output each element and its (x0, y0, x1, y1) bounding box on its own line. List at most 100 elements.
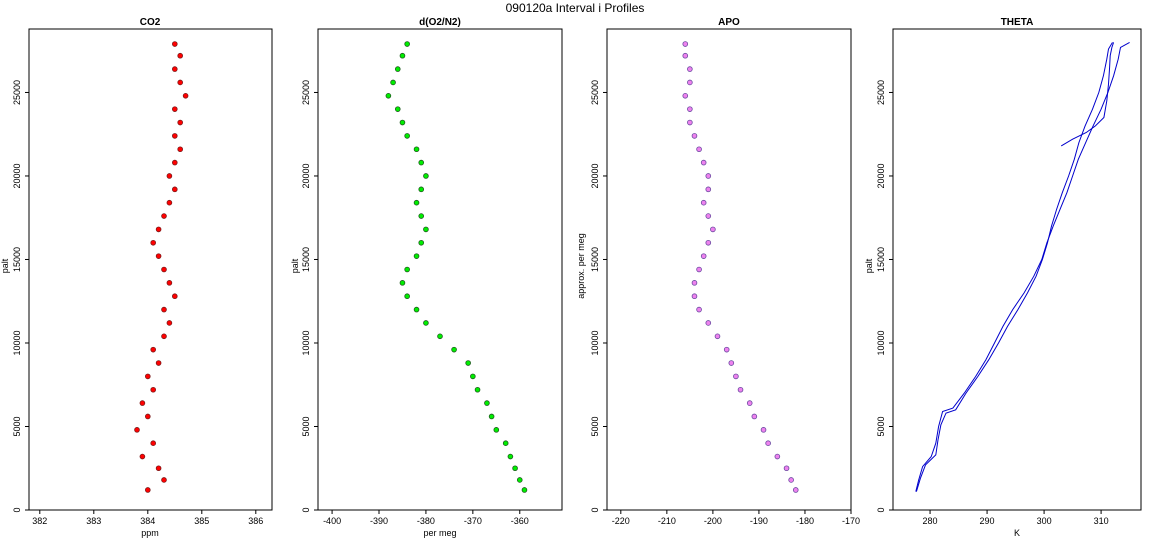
do2n2-x-tick-label: -400 (323, 516, 341, 526)
panel-co2: CO2 ppm palt 382 383 384 385 386 0 5000 10000 1… (0, 17, 273, 538)
apo-data-point (737, 386, 744, 393)
apo-data-point (705, 213, 712, 219)
do2n2-data-point (493, 427, 500, 433)
apo-y-tick-label: 25000 (590, 80, 600, 105)
apo-data-point (705, 186, 712, 193)
apo-y-tick-label: 10000 (590, 330, 600, 355)
apo-data-point (700, 159, 707, 166)
apo-data-point (705, 320, 712, 326)
co2-data-point (182, 93, 189, 99)
co2-data-point (161, 333, 167, 340)
do2n2-data-point (404, 293, 410, 300)
theta-lines (915, 41, 1130, 492)
do2n2-data-point (521, 487, 528, 493)
do2n2-y-tick-label: 20000 (301, 163, 311, 188)
co2-data-point (172, 186, 178, 193)
apo-data-point (687, 66, 693, 72)
apo-data-point (733, 373, 739, 380)
apo-data-point (696, 146, 702, 153)
do2n2-data-point (470, 373, 476, 380)
co2-points (134, 41, 189, 493)
co2-data-point (177, 146, 184, 153)
theta-profile-line-3 (1060, 42, 1115, 147)
do2n2-points (385, 41, 528, 493)
co2-data-point (150, 386, 157, 393)
do2n2-panel-title: d(O2/N2) (419, 17, 461, 28)
do2n2-y-tick-label: 15000 (301, 247, 311, 272)
co2-data-point (145, 413, 151, 420)
theta-plot-frame (892, 28, 1142, 511)
do2n2-data-point (465, 360, 471, 366)
theta-profile-line-2 (915, 42, 1113, 492)
apo-y-tick-label: 0 (590, 507, 600, 512)
co2-plot-frame (28, 28, 273, 511)
apo-data-point (687, 119, 693, 126)
do2n2-y-tick-label: 0 (301, 507, 311, 512)
apo-data-point (746, 400, 753, 406)
theta-x-tick-label: 300 (1037, 516, 1052, 526)
apo-data-point (774, 453, 781, 460)
do2n2-data-point (394, 66, 401, 72)
theta-y-tick-label: 10000 (876, 330, 886, 355)
co2-data-point (139, 400, 146, 406)
co2-data-point (177, 119, 184, 126)
apo-data-point (792, 487, 799, 493)
figure-title: 090120a Interval i Profiles (506, 1, 645, 15)
apo-data-point (723, 346, 730, 353)
apo-data-point (691, 293, 698, 300)
theta-panel-title: THETA (1001, 17, 1034, 28)
co2-y-tick-label: 10000 (12, 330, 22, 355)
do2n2-data-point (418, 159, 425, 166)
do2n2-y-tick-label: 10000 (301, 330, 311, 355)
theta-y-tick-label: 15000 (876, 247, 886, 272)
apo-data-point (705, 173, 712, 179)
apo-y-ticks: 0 5000 10000 15000 20000 25000 (590, 80, 607, 513)
apo-data-point (751, 413, 758, 420)
co2-data-point (145, 487, 151, 493)
co2-y-tick-label: 0 (12, 507, 22, 512)
co2-data-point (155, 253, 162, 259)
co2-data-point (150, 239, 157, 246)
do2n2-y-ticks: 0 5000 10000 15000 20000 25000 (301, 80, 318, 513)
do2n2-data-point (413, 199, 420, 206)
co2-data-point (172, 159, 178, 166)
apo-x-tick-label: -220 (612, 516, 630, 526)
apo-points (682, 41, 799, 493)
co2-data-point (177, 52, 184, 59)
apo-data-point (700, 253, 707, 259)
co2-y-tick-label: 15000 (12, 247, 22, 272)
do2n2-data-point (423, 320, 429, 326)
do2n2-data-point (488, 413, 495, 420)
theta-x-tick-label: 280 (923, 516, 938, 526)
theta-y-ticks: 0 5000 10000 15000 20000 25000 (876, 80, 893, 513)
co2-data-point (172, 106, 178, 112)
co2-data-point (139, 453, 146, 460)
do2n2-data-point (512, 465, 518, 472)
do2n2-y-tick-label: 25000 (301, 80, 311, 105)
co2-data-point (166, 173, 173, 179)
do2n2-data-point (413, 306, 420, 313)
co2-data-point (177, 79, 184, 86)
co2-y-axis-label: palt (0, 258, 10, 273)
apo-data-point (691, 133, 698, 139)
theta-y-tick-label: 25000 (876, 80, 886, 105)
co2-data-point (161, 213, 167, 219)
do2n2-data-point (418, 213, 425, 219)
co2-data-point (155, 360, 162, 366)
apo-y-axis-label: approx. per meg (576, 233, 586, 299)
do2n2-data-point (404, 41, 410, 47)
co2-data-point (172, 293, 178, 300)
apo-y-tick-label: 15000 (590, 247, 600, 272)
do2n2-data-point (502, 440, 509, 446)
co2-y-ticks: 0 5000 10000 15000 20000 25000 (12, 80, 29, 513)
do2n2-data-point (507, 453, 514, 460)
do2n2-data-point (390, 79, 396, 86)
co2-x-tick-label: 385 (194, 516, 209, 526)
apo-data-point (714, 333, 721, 340)
co2-panel-title: CO2 (140, 17, 161, 28)
apo-data-point (696, 306, 702, 313)
theta-x-ticks: 280 290 300 310 (923, 510, 1109, 526)
apo-plot-frame (606, 28, 852, 511)
co2-y-tick-label: 25000 (12, 80, 22, 105)
